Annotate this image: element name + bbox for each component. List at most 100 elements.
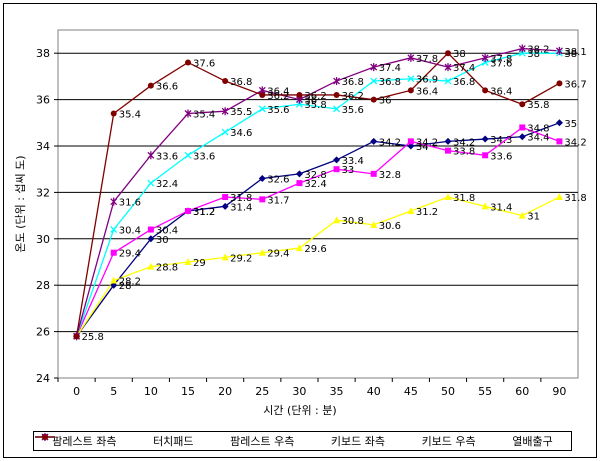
- data-point: [444, 137, 452, 145]
- data-point: [73, 333, 80, 340]
- legend-item: 터치패드: [35, 433, 194, 449]
- data-label: 37.6: [490, 58, 512, 69]
- data-label: 38: [453, 49, 466, 60]
- data-label: 34.2: [416, 137, 438, 148]
- data-label: 36.8: [342, 77, 364, 88]
- legend-item: 키보드 좌측: [35, 433, 385, 449]
- data-label: 36.8: [230, 77, 252, 88]
- legend-item: 열배출구: [35, 433, 553, 449]
- data-point: [555, 193, 563, 201]
- data-point: [407, 206, 415, 214]
- legend-label: 열배출구: [512, 435, 553, 448]
- data-point: [110, 249, 117, 256]
- data-label: 34: [416, 142, 429, 153]
- data-point: [407, 53, 415, 62]
- data-point: [184, 258, 192, 265]
- data-label: 31.2: [193, 207, 215, 218]
- data-point: [221, 107, 229, 116]
- data-label: 32.6: [267, 174, 289, 185]
- data-label: 35.8: [527, 100, 549, 111]
- y-tick-label: 34: [36, 140, 50, 153]
- x-tick-label: 20: [218, 385, 232, 398]
- data-point: [444, 193, 452, 201]
- data-label: 38: [564, 49, 577, 60]
- data-label: 36.4: [490, 86, 512, 97]
- data-label: 33.6: [193, 151, 215, 162]
- legend: 팜레스트 좌측 터치패드 팜레스트 우측 키보드 좌측 키보드 우측 열배출구: [33, 431, 572, 451]
- series-layer: [73, 44, 563, 341]
- legend-item: 키보드 우측: [35, 433, 476, 449]
- data-point: [221, 202, 229, 210]
- data-label: 36.4: [416, 86, 438, 97]
- data-label: 29.4: [267, 249, 289, 260]
- data-label: 32.8: [304, 170, 326, 181]
- data-label: 36: [379, 96, 392, 107]
- data-label: 31.2: [193, 207, 215, 218]
- data-label: 31.8: [564, 193, 586, 204]
- data-point: [333, 156, 341, 164]
- data-point: [147, 179, 155, 187]
- data-point: [110, 276, 118, 284]
- data-point: [333, 105, 341, 113]
- data-label: 37.8: [490, 54, 512, 65]
- data-point: [519, 101, 526, 108]
- data-point: [482, 87, 489, 94]
- data-label: 34.2: [453, 137, 475, 148]
- plot-area: [57, 29, 579, 379]
- data-point: [185, 207, 191, 214]
- x-tick-label: 40: [367, 385, 381, 398]
- data-point: [407, 138, 414, 145]
- data-point: [333, 166, 340, 173]
- data-label: 38.2: [527, 45, 549, 56]
- data-point: [259, 91, 266, 98]
- data-label: 33.6: [156, 151, 178, 162]
- data-point: [444, 77, 452, 85]
- data-point: [555, 119, 563, 127]
- data-point: [110, 110, 117, 117]
- data-label: 35.4: [119, 110, 141, 121]
- data-label: 32.4: [304, 179, 326, 190]
- data-label: 28.2: [119, 277, 141, 288]
- series-line-1: [75, 126, 560, 337]
- legend-label: 팜레스트 좌측: [52, 435, 117, 448]
- x-tick-label: 25: [255, 385, 269, 398]
- data-label: 31.8: [453, 193, 475, 204]
- data-label: 33.8: [453, 147, 475, 158]
- data-label: 37.4: [379, 63, 401, 74]
- data-label: 37.6: [193, 58, 215, 69]
- data-point: [518, 211, 526, 219]
- y-tick-label: 30: [36, 233, 50, 246]
- data-point: [221, 128, 229, 136]
- data-point: [444, 63, 452, 72]
- legend-item: 팜레스트 우측: [35, 433, 294, 449]
- y-tick-label: 26: [36, 326, 50, 339]
- data-label: 36.6: [156, 82, 178, 93]
- data-point: [295, 170, 303, 178]
- data-label: 35.8: [304, 100, 326, 111]
- data-label: 34.3: [490, 135, 512, 146]
- data-point: [370, 137, 378, 145]
- x-tick-label: 10: [144, 385, 158, 398]
- data-point: [481, 135, 489, 143]
- data-label: 36.9: [416, 75, 438, 86]
- series-line-3: [75, 52, 560, 337]
- data-point: [296, 180, 303, 187]
- data-point: [221, 253, 229, 261]
- data-label: 29.2: [230, 253, 252, 264]
- data-label: 38: [527, 49, 540, 60]
- y-axis-ticks: 24 26 28 30 32 34 36 38: [36, 47, 58, 385]
- data-label: 29.4: [119, 249, 141, 260]
- data-label: 31.8: [230, 193, 252, 204]
- data-point: [407, 75, 415, 83]
- data-point: [370, 170, 377, 177]
- data-label: 37.8: [416, 54, 438, 65]
- x-tick-label: 30: [292, 385, 306, 398]
- data-label: 31.4: [490, 202, 512, 213]
- data-point: [147, 82, 154, 89]
- data-point: [555, 46, 563, 55]
- data-point: [333, 216, 341, 224]
- data-point: [445, 50, 451, 57]
- data-label: 32.8: [379, 170, 401, 181]
- data-label: 36.7: [564, 79, 586, 90]
